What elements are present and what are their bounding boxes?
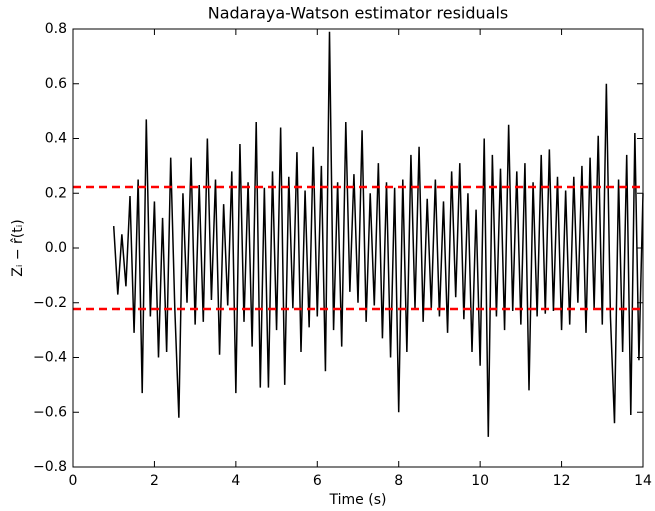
x-tick-label: 14 [634,473,652,489]
y-tick-label: 0.8 [45,21,67,37]
y-tick-label: −0.6 [33,404,67,420]
y-tick-label: 0.6 [45,76,67,92]
x-tick-label: 12 [553,473,571,489]
x-tick-label: 8 [394,473,403,489]
chart-title: Nadaraya-Watson estimator residuals [208,4,509,23]
y-tick-label: 0.0 [45,240,67,256]
plot-frame [72,28,644,468]
x-tick-label: 10 [471,473,489,489]
x-tick-label: 4 [231,473,240,489]
x-tick-label: 6 [313,473,322,489]
y-tick-label: −0.4 [33,350,67,366]
y-tick-label: −0.2 [33,295,67,311]
x-tick-label: 0 [69,473,78,489]
x-tick-label: 2 [150,473,159,489]
y-tick-label: −0.8 [33,459,67,475]
x-axis-label: Time (s) [329,492,387,508]
y-axis-label: Zᵢ − r̂(tᵢ) [10,219,26,276]
data-line [112,31,644,437]
y-tick-label: 0.2 [45,185,67,201]
y-tick-label: 0.4 [45,131,67,147]
